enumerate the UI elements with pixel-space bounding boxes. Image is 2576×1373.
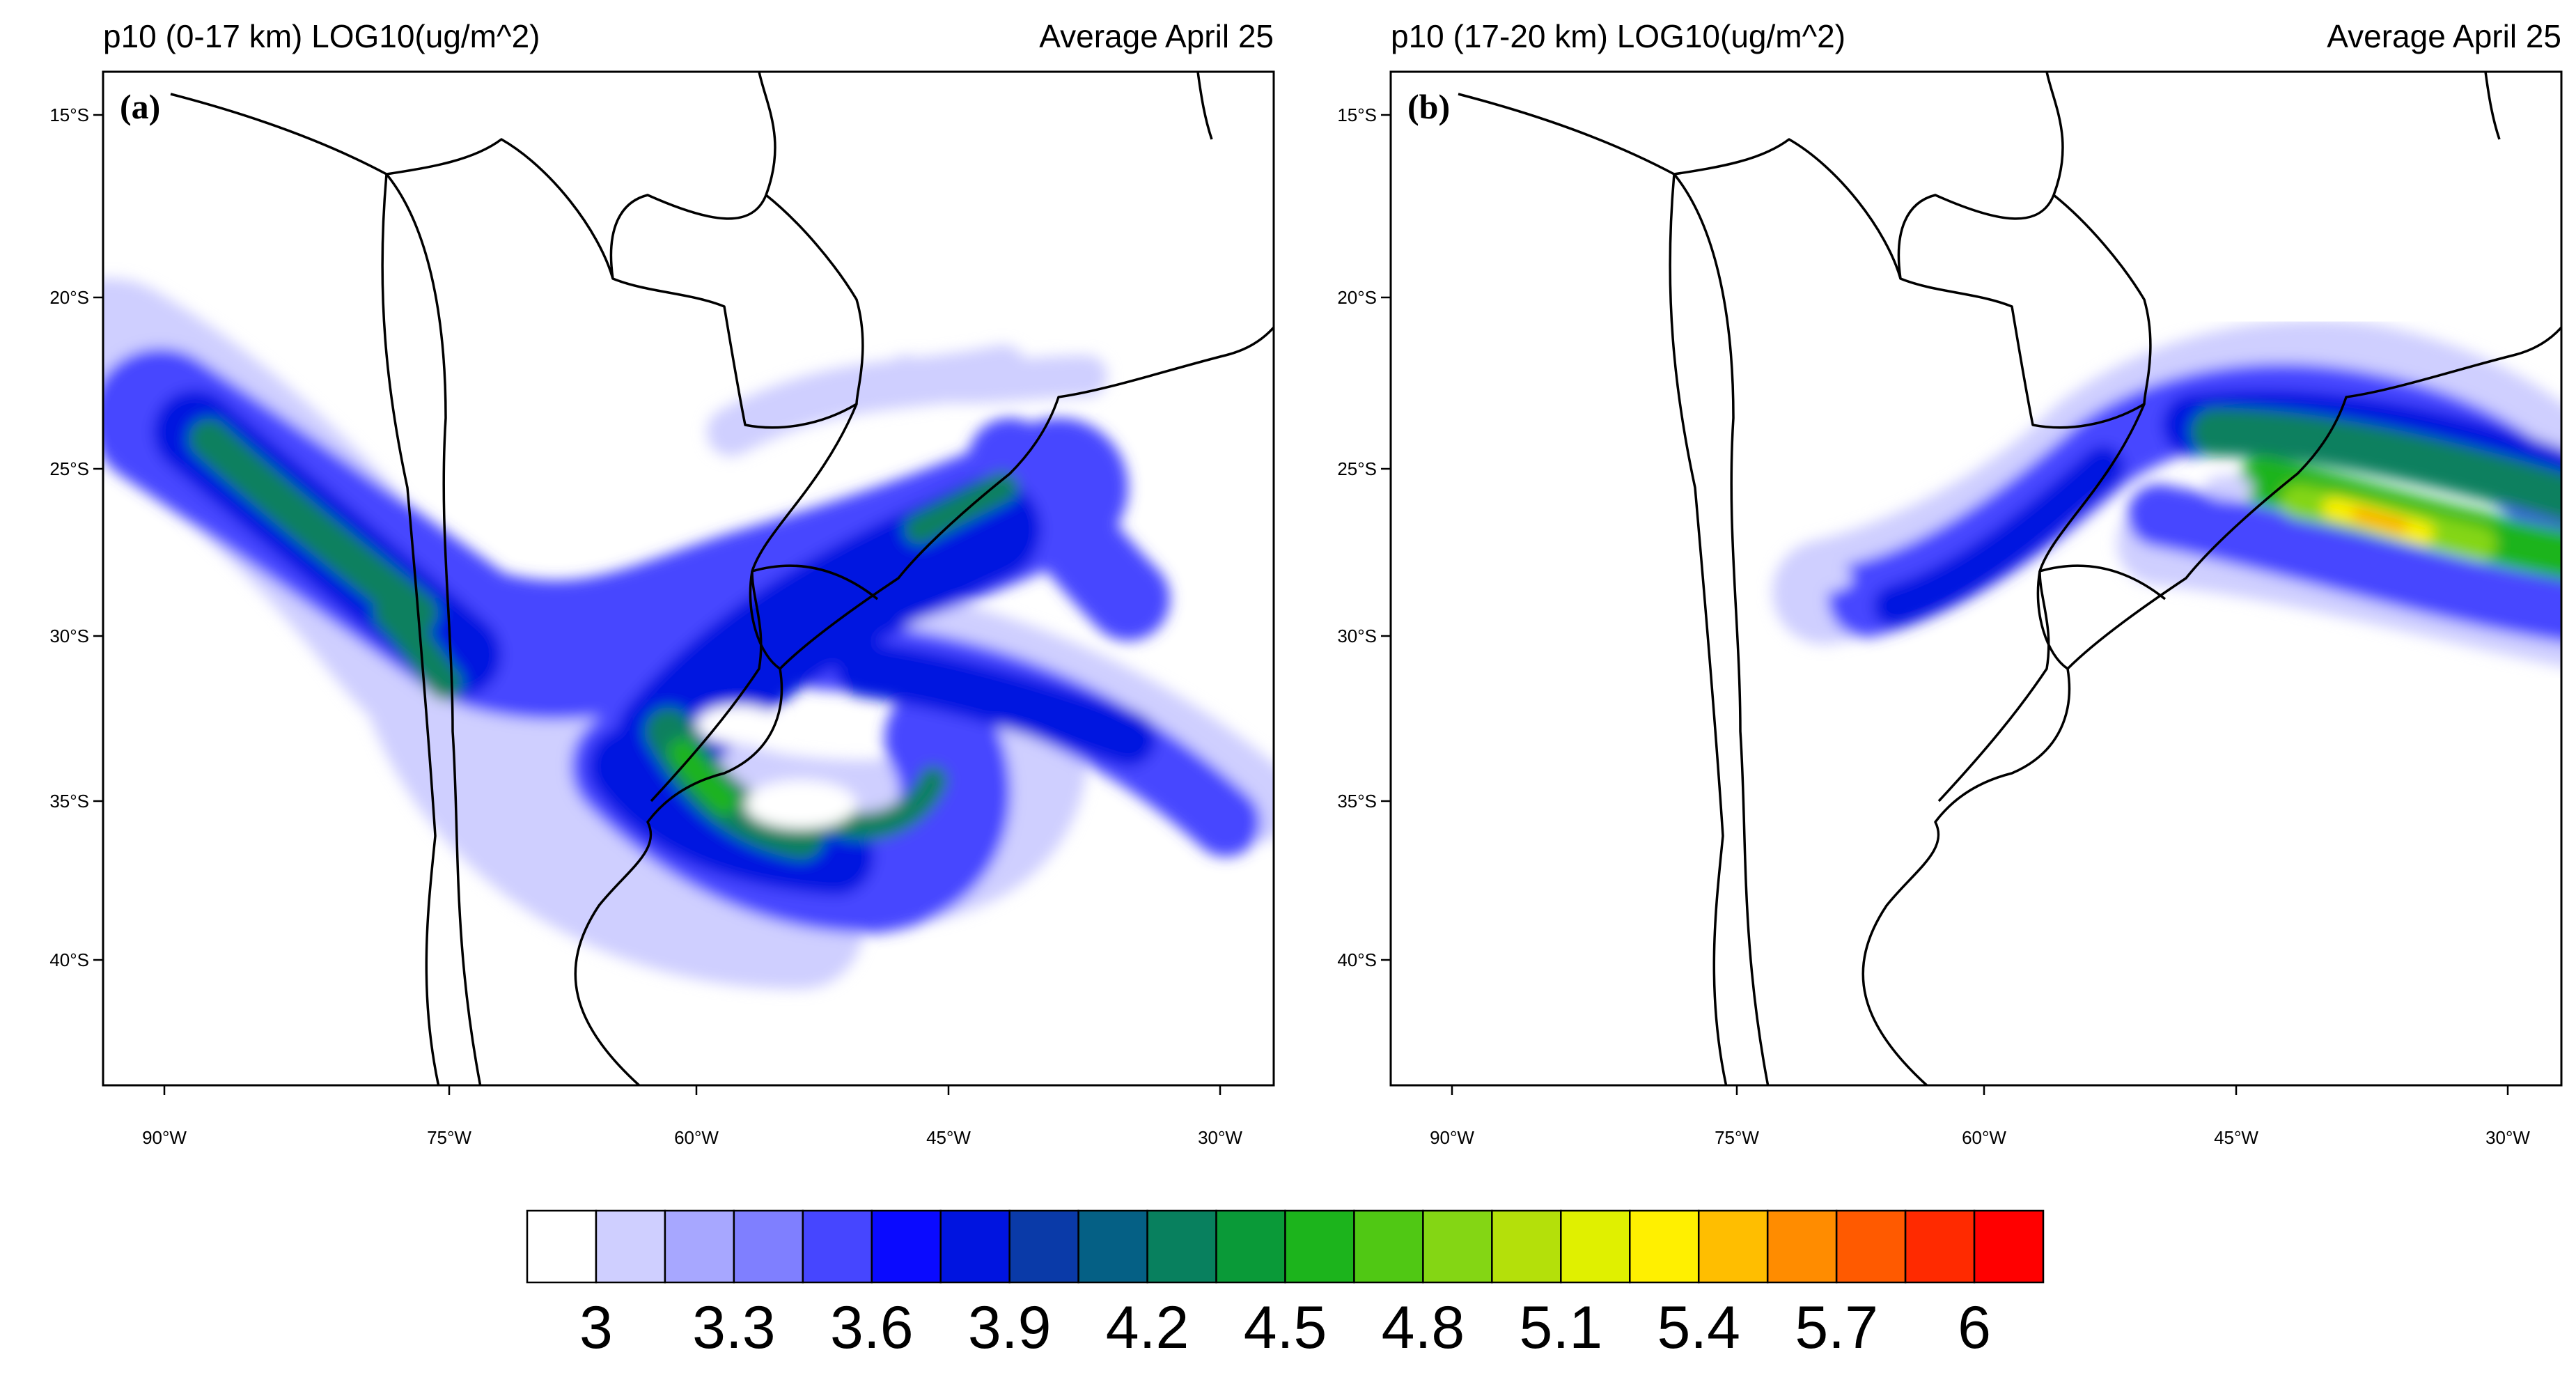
colorbar-swatch xyxy=(1835,1209,1907,1284)
colorbar-label: 4.5 xyxy=(1244,1294,1327,1361)
colorbar-swatch xyxy=(1284,1209,1355,1284)
panel-a: p10 (0-17 km) LOG10(ug/m^2) Average Apri… xyxy=(49,18,1275,1148)
colorbar-swatch xyxy=(1077,1209,1148,1284)
panel-a-label: (a) xyxy=(120,87,160,126)
colorbar-swatch xyxy=(1422,1209,1493,1284)
lon-tick-label: 60°W xyxy=(1962,1127,2006,1148)
lat-tick-label: 25°S xyxy=(1337,458,1377,479)
colorbar-swatch xyxy=(595,1209,666,1284)
panel-b-label: (b) xyxy=(1407,87,1450,126)
lat-tick-label: 20°S xyxy=(49,287,89,308)
panel-b-axis-ticks: 15°S 20°S 25°S 30°S 35°S 40°S 90°W 75°W 60°W 45°W… xyxy=(1337,104,2530,1148)
colorbar-swatch xyxy=(1697,1209,1769,1284)
lat-tick-label: 25°S xyxy=(49,458,89,479)
colorbar-swatch xyxy=(802,1209,873,1284)
lat-tick-label: 40°S xyxy=(49,949,89,970)
lat-tick-label: 35°S xyxy=(49,791,89,812)
lon-tick-label: 75°W xyxy=(1715,1127,1759,1148)
panel-b-frame xyxy=(1389,70,2563,1087)
panel-b: p10 (17-20 km) LOG10(ug/m^2) Average Apr… xyxy=(1337,18,2576,1148)
panel-a-map-area[interactable] xyxy=(103,72,1274,1087)
colorbar-label: 3.3 xyxy=(692,1294,776,1361)
lon-tick-label: 60°W xyxy=(674,1127,719,1148)
colorbar-swatch xyxy=(1491,1209,1562,1284)
lat-tick-label: 35°S xyxy=(1337,791,1377,812)
lon-tick-label: 30°W xyxy=(2485,1127,2530,1148)
lat-tick-label: 15°S xyxy=(1337,104,1377,125)
colorbar-swatch xyxy=(939,1209,1010,1284)
panel-b-coastlines xyxy=(1458,72,2561,1085)
colorbar-label: 5.7 xyxy=(1795,1294,1878,1361)
colorbar-swatch xyxy=(1008,1209,1079,1284)
panel-a-coastlines xyxy=(170,72,1274,1085)
colorbar-label: 6 xyxy=(1958,1294,1991,1361)
colorbar-label: 5.4 xyxy=(1657,1294,1740,1361)
panel-a-concentration-field xyxy=(103,279,1274,989)
colorbar-label: 3.9 xyxy=(968,1294,1052,1361)
lat-tick-label: 15°S xyxy=(49,104,89,125)
colorbar-swatch xyxy=(871,1209,942,1284)
panel-a-title-right: Average April 25 xyxy=(1039,18,1274,54)
lon-tick-label: 45°W xyxy=(2214,1127,2258,1148)
lat-tick-label: 30°S xyxy=(49,626,89,646)
lon-tick-label: 90°W xyxy=(1430,1127,1474,1148)
colorbar-swatch xyxy=(526,1209,598,1284)
colorbar-swatch xyxy=(733,1209,804,1284)
colorbar: 3 3.3 3.6 3.9 4.2 4.5 4.8 5.1 5.4 5.7 6 xyxy=(526,1209,2045,1361)
colorbar-label: 5.1 xyxy=(1520,1294,1603,1361)
lon-tick-label: 30°W xyxy=(1198,1127,1242,1148)
colorbar-label: 3.6 xyxy=(830,1294,914,1361)
lon-tick-label: 90°W xyxy=(142,1127,187,1148)
colorbar-swatch xyxy=(1146,1209,1217,1284)
panel-a-frame xyxy=(102,70,1275,1087)
colorbar-label: 4.2 xyxy=(1106,1294,1189,1361)
colorbar-swatch xyxy=(1215,1209,1286,1284)
colorbar-swatch xyxy=(664,1209,735,1284)
colorbar-swatch xyxy=(1904,1209,1976,1284)
colorbar-swatch xyxy=(1353,1209,1424,1284)
panel-b-title-right: Average April 25 xyxy=(2327,18,2561,54)
panel-b-map-area[interactable] xyxy=(1458,72,2576,1087)
panel-a-axis-ticks: 15°S 20°S 25°S 30°S 35°S 40°S 90°W 75°W 60°W 45°W… xyxy=(49,104,1242,1148)
colorbar-label: 4.8 xyxy=(1382,1294,1465,1361)
panel-b-title-left: p10 (17-20 km) LOG10(ug/m^2) xyxy=(1391,18,1845,54)
colorbar-swatch xyxy=(1560,1209,1631,1284)
colorbar-swatch xyxy=(1766,1209,1838,1284)
lon-tick-label: 75°W xyxy=(427,1127,471,1148)
colorbar-swatch xyxy=(1629,1209,1700,1284)
lat-tick-label: 30°S xyxy=(1337,626,1377,646)
colorbar-swatch xyxy=(1973,1209,2045,1284)
lon-tick-label: 45°W xyxy=(926,1127,971,1148)
lat-tick-label: 20°S xyxy=(1337,287,1377,308)
panel-a-title-left: p10 (0-17 km) LOG10(ug/m^2) xyxy=(103,18,540,54)
panel-b-concentration-field xyxy=(1772,320,2561,667)
colorbar-label: 3 xyxy=(579,1294,613,1361)
lat-tick-label: 40°S xyxy=(1337,949,1377,970)
